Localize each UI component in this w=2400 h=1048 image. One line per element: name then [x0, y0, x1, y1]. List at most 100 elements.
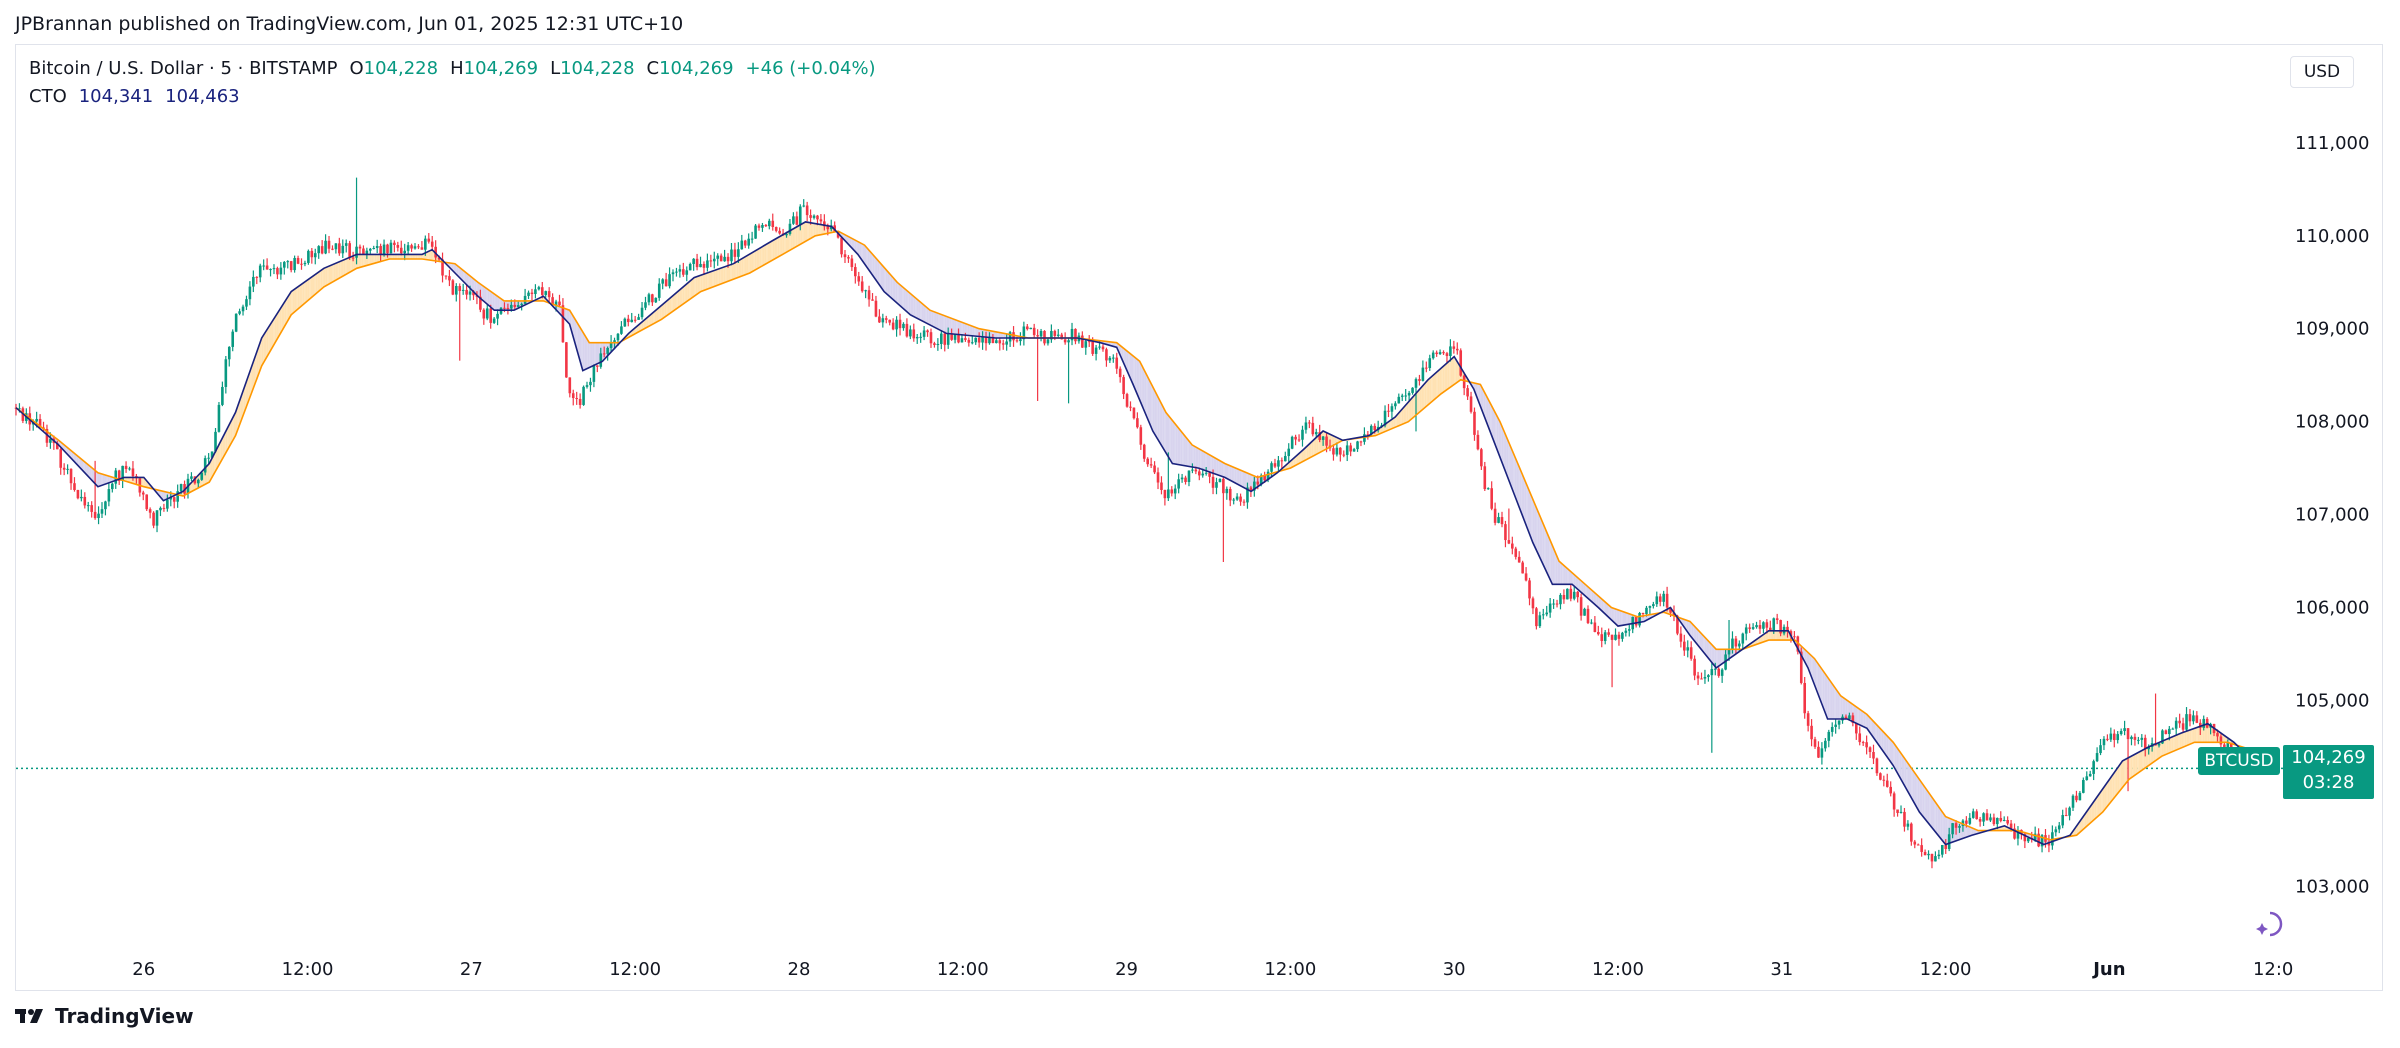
cto-band-segment	[2002, 825, 2005, 831]
cto-band-segment	[669, 297, 672, 314]
cto-band-segment	[1580, 579, 1582, 594]
cto-band-segment	[898, 283, 901, 307]
cto-band-segment	[1708, 640, 1710, 660]
cto-band-segment	[1524, 479, 1527, 526]
cto-band-segment	[712, 270, 714, 288]
cto-band-segment	[1332, 435, 1335, 446]
y-tick-label: 108,000	[2295, 412, 2369, 433]
candle	[272, 264, 276, 275]
cto-band-segment	[1835, 688, 1838, 720]
cto-band-segment	[2115, 767, 2118, 796]
cto-band-segment	[1210, 455, 1212, 473]
cto-band-segment	[497, 296, 500, 311]
candle	[1947, 827, 1951, 852]
cto-band-segment	[774, 238, 777, 260]
cto-band-segment	[1712, 645, 1715, 666]
cto-band-segment	[1919, 779, 1922, 815]
candle	[2099, 738, 2102, 756]
cto-band-segment	[900, 285, 903, 308]
cto-band-segment	[97, 472, 100, 487]
cto-band-segment	[1147, 377, 1150, 424]
cto-band-segment	[1405, 404, 1407, 424]
candle	[1208, 472, 1211, 484]
cto-band-segment	[1878, 726, 1881, 747]
currency-button[interactable]: USD	[2290, 56, 2354, 88]
candle	[1851, 712, 1855, 727]
candle	[358, 244, 362, 256]
cto-band-segment	[956, 320, 958, 335]
candle	[83, 492, 87, 509]
cto-band-segment	[586, 337, 588, 370]
candle	[1951, 822, 1954, 839]
candle	[1617, 631, 1621, 646]
cto-band-segment	[297, 285, 300, 310]
cto-band-segment	[92, 468, 95, 484]
cto-band-segment	[1301, 449, 1304, 463]
tradingview-logo[interactable]: TradingView	[15, 1004, 194, 1028]
candle	[1359, 440, 1363, 447]
cto-band-segment	[332, 264, 334, 283]
cto-band-segment	[499, 297, 501, 311]
cto-band-segment	[1588, 587, 1591, 601]
cto-band-segment	[990, 330, 993, 338]
cto-band-segment	[1480, 384, 1483, 411]
cto-band-segment	[409, 254, 411, 260]
candle	[145, 494, 149, 511]
cto-band-segment	[1305, 446, 1307, 461]
candle	[1504, 520, 1507, 548]
cto-band-segment	[1932, 798, 1935, 831]
candle	[1937, 849, 1941, 860]
sparkle-icon[interactable]	[2254, 905, 2284, 941]
candle	[403, 243, 406, 261]
candle	[506, 303, 510, 315]
indicator-name[interactable]: CTO	[29, 86, 67, 107]
cto-band-segment	[264, 330, 267, 361]
candle	[1655, 591, 1659, 607]
candle	[2195, 711, 2199, 724]
cto-band-segment	[1496, 415, 1499, 454]
cto-band-segment	[458, 266, 460, 278]
cto-band-segment	[268, 325, 270, 355]
indicator-value-slow: 104,463	[165, 86, 240, 107]
candle	[1892, 791, 1896, 817]
candle	[1008, 330, 1012, 347]
candle	[355, 177, 358, 265]
candle	[1535, 606, 1538, 630]
cto-band-segment	[2092, 800, 2095, 821]
cto-band-segment	[1182, 432, 1184, 466]
cto-band-segment	[1328, 433, 1330, 449]
candle	[699, 256, 702, 268]
cto-band-segment	[1825, 674, 1828, 720]
cto-band-segment	[459, 267, 462, 280]
cto-band-segment	[255, 351, 257, 384]
cto-band-segment	[1842, 696, 1845, 720]
cto-band-segment	[1531, 495, 1533, 543]
cto-band-segment	[1562, 563, 1564, 585]
cto-band-segment	[245, 379, 247, 410]
cto-band-segment	[1614, 608, 1617, 625]
cto-band-segment	[1219, 460, 1222, 477]
candle	[1562, 589, 1566, 604]
cto-band-segment	[1514, 456, 1517, 500]
candle	[231, 329, 235, 352]
cto-band-segment	[987, 330, 989, 338]
cto-band-segment	[2161, 740, 2164, 757]
cto-band-segment	[754, 250, 757, 271]
candle	[795, 211, 799, 226]
cto-band-segment	[749, 253, 752, 273]
cto-band-segment	[1175, 424, 1178, 465]
cto-band-segment	[1691, 623, 1694, 640]
cto-band-segment	[735, 261, 737, 279]
cto-band-segment	[1537, 510, 1540, 557]
symbol-description[interactable]: Bitcoin / U.S. Dollar · 5 · BITSTAMP	[29, 58, 338, 79]
cto-band-segment	[702, 274, 704, 291]
candle	[750, 231, 754, 244]
cto-band-segment	[658, 306, 660, 322]
candle	[66, 464, 69, 475]
cto-band-segment	[695, 276, 698, 296]
candle	[1115, 352, 1119, 374]
candle	[124, 461, 128, 473]
candle	[754, 224, 757, 239]
cto-band-segment	[76, 455, 79, 466]
